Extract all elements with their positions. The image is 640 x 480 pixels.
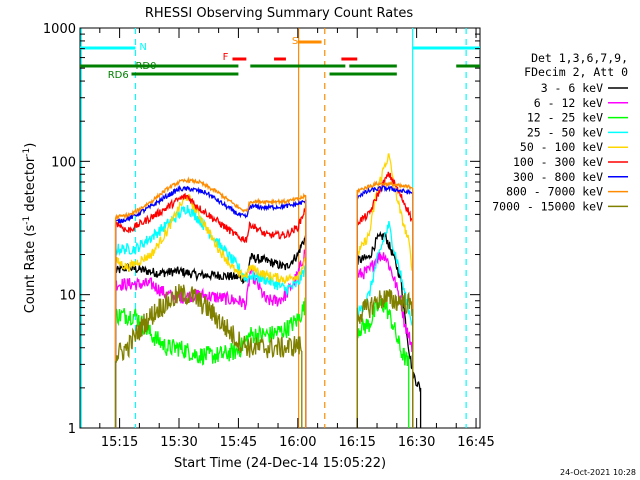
y-tick-label-0: 1: [68, 422, 76, 437]
flag-label-S: S: [292, 36, 298, 47]
legend-header-1: FDecim 2, Att 0: [524, 65, 628, 79]
series-line-8-seg-0: [114, 284, 303, 428]
series-line-4-seg-0: [114, 193, 307, 428]
series-line-8-seg-1: [356, 289, 414, 428]
flag-label-RD6: RD6: [108, 70, 129, 81]
series-line-5-seg-1: [356, 171, 414, 428]
legend-label-5: 100 - 300 keV: [513, 155, 603, 169]
series-line-0-seg-0: [114, 234, 307, 428]
series-line-1-seg-0: [114, 246, 307, 428]
legend-label-6: 300 - 800 keV: [513, 170, 603, 184]
series-group: [114, 153, 422, 428]
legend-label-8: 7000 - 15000 keV: [492, 199, 603, 213]
x-tick-label-2: 15:45: [220, 435, 257, 450]
generated-date: 24-Oct-2021 10:28: [560, 468, 636, 477]
x-tick-label-6: 16:45: [457, 435, 494, 450]
legend-label-4: 50 - 100 keV: [520, 140, 603, 154]
legend: Det 1,3,6,7,9,FDecim 2, Att 0 3 - 6 keV6 …: [492, 51, 628, 213]
flag-label-N: N: [139, 42, 146, 53]
plot-frame: [79, 27, 481, 429]
y-tick-label-1: 10: [59, 289, 76, 304]
series-line-1-seg-1: [356, 251, 414, 428]
flag-label-RD0: RD0: [135, 61, 156, 72]
y-axis-label: Count Rate (s-1 detector-1): [22, 143, 38, 314]
series-line-0-seg-1: [356, 230, 422, 428]
x-tick-label-4: 16:15: [338, 435, 375, 450]
x-tick-label-0: 15:15: [101, 435, 138, 450]
flag-bars: N S F RD0 RD6: [80, 36, 480, 81]
series-line-7-seg-0: [114, 176, 307, 428]
legend-label-3: 25 - 50 keV: [527, 125, 603, 139]
series-line-5-seg-0: [114, 192, 307, 428]
legend-label-0: 3 - 6 keV: [541, 81, 603, 95]
legend-header-0: Det 1,3,6,7,9,: [531, 51, 628, 65]
x-tick-label-1: 15:30: [160, 435, 197, 450]
series-line-4-seg-1: [356, 153, 414, 428]
legend-label-7: 800 - 7000 keV: [506, 185, 603, 199]
series-line-7-seg-1: [356, 180, 414, 428]
x-tick-label-5: 16:30: [398, 435, 435, 450]
axis-ticks: 1 10 100 1000 15:15 15:30 15:45 16:00 16:15 16:30…: [43, 22, 495, 450]
legend-label-2: 12 - 25 keV: [527, 111, 603, 125]
x-axis-label: Start Time (24-Dec-14 15:05:22): [174, 456, 386, 471]
chart-title: RHESSI Observing Summary Count Rates: [145, 6, 414, 21]
y-tick-label-3: 1000: [43, 22, 76, 37]
x-tick-label-3: 16:00: [279, 435, 316, 450]
series-line-2-seg-0: [114, 297, 307, 428]
legend-label-1: 6 - 12 keV: [534, 96, 603, 110]
flag-label-F: F: [223, 52, 229, 63]
series-line-2-seg-1: [356, 299, 410, 428]
y-tick-label-2: 100: [51, 155, 76, 170]
series-line-6-seg-0: [114, 184, 307, 428]
series-line-6-seg-1: [356, 184, 414, 428]
